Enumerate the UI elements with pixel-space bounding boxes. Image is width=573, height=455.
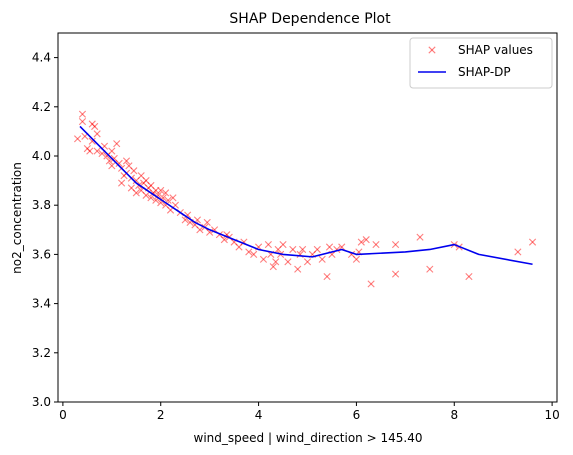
shap-dp-line <box>79 125 533 266</box>
shap-value-point <box>142 191 150 199</box>
shap-value-point <box>91 122 99 131</box>
x-tick-label: 2 <box>157 408 165 422</box>
shap-value-point <box>108 162 116 170</box>
shap-value-point <box>391 240 400 249</box>
shap-value-point <box>416 233 424 241</box>
x-tick-label: 0 <box>59 408 67 422</box>
shap-dp-line-layer <box>79 125 533 266</box>
shap-value-point <box>93 130 101 138</box>
shap-value-point <box>279 240 287 249</box>
x-axis: 0 2 4 6 8 10 <box>59 402 560 422</box>
shap-value-point <box>325 243 334 251</box>
shap-value-point <box>426 265 434 273</box>
shap-value-point <box>259 255 268 263</box>
shap-value-point <box>284 258 292 266</box>
shap-value-point <box>78 110 87 118</box>
shap-value-point <box>108 147 116 155</box>
shap-value-point <box>264 240 272 249</box>
shap-value-point <box>93 147 101 155</box>
shap-value-point <box>352 255 361 263</box>
shap-value-point <box>367 280 375 288</box>
shap-value-point <box>245 248 253 256</box>
y-tick-label: 3.4 <box>32 297 51 311</box>
shap-value-point <box>323 272 331 281</box>
shap-value-point <box>272 258 280 266</box>
shap-value-point <box>118 179 126 187</box>
chart-title: SHAP Dependence Plot <box>229 11 391 27</box>
plot-area <box>57 32 558 403</box>
shap-value-point <box>514 248 522 256</box>
shap-value-point <box>299 245 307 254</box>
shap-value-point <box>289 245 297 254</box>
shap-value-point <box>154 191 162 199</box>
plot-frame <box>57 32 558 403</box>
shap-value-point <box>269 263 277 271</box>
x-tick-label: 6 <box>353 408 361 422</box>
legend-label-shap-values: SHAP values <box>458 43 533 57</box>
shap-value-point <box>250 250 258 258</box>
legend-marker-shap-values <box>428 46 436 54</box>
y-tick-label: 4.0 <box>32 149 51 163</box>
shap-value-point <box>313 245 321 254</box>
shap-value-point <box>115 159 123 167</box>
x-tick-label: 8 <box>450 408 458 422</box>
shap-value-point <box>303 258 312 266</box>
shap-value-point <box>147 194 155 202</box>
legend: SHAP values SHAP-DP <box>409 37 553 89</box>
shap-value-point <box>362 236 370 244</box>
x-tick-label: 4 <box>255 408 263 422</box>
shap-value-point <box>372 240 380 249</box>
y-axis: 3.0 3.2 3.4 3.6 3.8 4.0 4.2 4.4 <box>32 51 58 409</box>
shap-value-point <box>157 186 165 195</box>
shap-value-point <box>86 147 94 155</box>
shap-value-point <box>338 243 346 251</box>
y-tick-label: 4.4 <box>32 51 51 65</box>
shap-value-point <box>184 211 192 219</box>
shap-value-point <box>220 236 228 244</box>
shap-value-point <box>162 189 170 197</box>
y-tick-label: 3.8 <box>32 198 51 212</box>
legend-x-marker <box>428 46 436 54</box>
y-tick-label: 4.2 <box>32 100 51 114</box>
y-tick-label: 3.0 <box>32 395 51 409</box>
shap-value-point <box>122 157 131 165</box>
shap-value-point <box>78 117 87 126</box>
shap-value-point <box>73 135 82 143</box>
shap-value-point <box>132 189 140 197</box>
shap-value-point <box>318 255 326 263</box>
shap-value-point <box>113 140 121 148</box>
shap-value-point <box>130 167 138 175</box>
x-tick-label: 10 <box>544 408 559 422</box>
shap-value-point <box>391 270 400 278</box>
shap-value-point <box>465 272 473 281</box>
shap-value-point <box>196 226 204 234</box>
legend-frame <box>409 37 553 89</box>
y-axis-label: no2_concentration <box>10 162 24 274</box>
shap-value-point <box>294 265 302 273</box>
shap-value-point <box>169 194 177 202</box>
shap-values-points <box>73 110 537 288</box>
shap-value-point <box>357 238 365 246</box>
shap-value-point <box>528 238 537 246</box>
y-tick-label: 3.6 <box>32 247 51 261</box>
legend-label-shap-dp: SHAP-DP <box>458 65 511 79</box>
shap-value-point <box>88 137 96 145</box>
x-axis-label: wind_speed | wind_direction > 145.40 <box>194 431 423 445</box>
y-tick-label: 3.2 <box>32 346 51 360</box>
shap-value-point <box>203 218 211 227</box>
